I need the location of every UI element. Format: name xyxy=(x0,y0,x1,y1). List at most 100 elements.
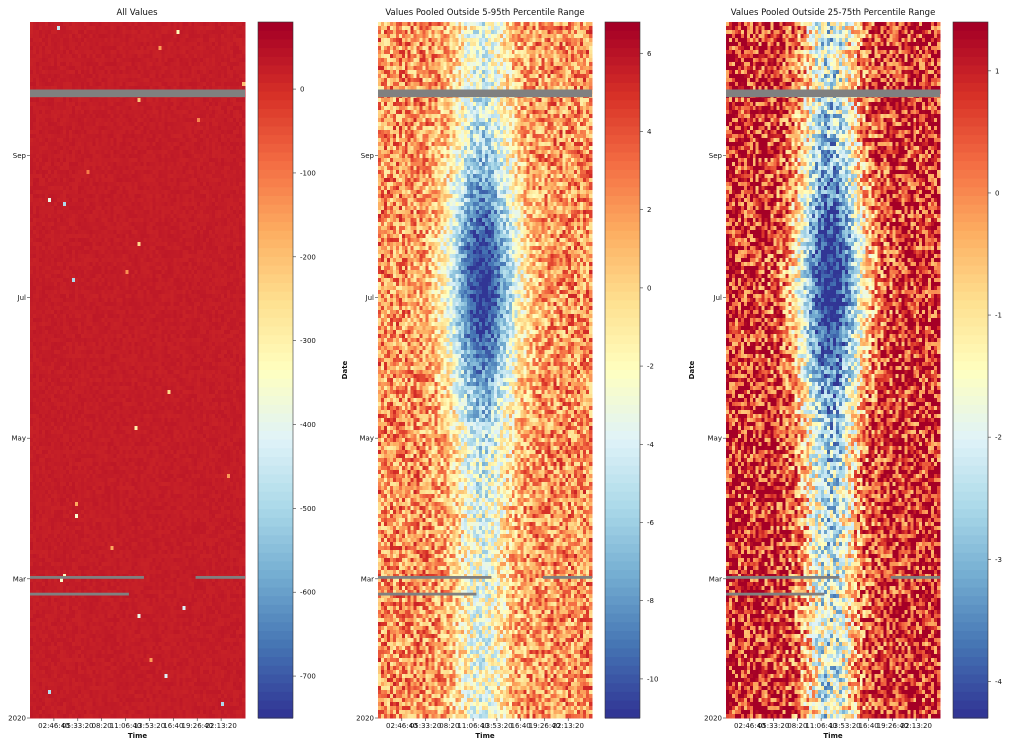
heatmap-cell xyxy=(98,66,103,71)
heatmap-cell xyxy=(62,266,67,271)
heatmap-cell xyxy=(140,106,144,111)
heatmap-cell xyxy=(56,138,61,143)
heatmap-cell xyxy=(224,202,228,207)
heatmap-cell xyxy=(116,178,120,183)
heatmap-cell xyxy=(179,170,183,175)
heatmap-cell xyxy=(176,214,180,219)
heatmap-cell xyxy=(83,230,88,235)
heatmap-cell xyxy=(161,46,165,51)
heatmap-cell xyxy=(152,98,156,103)
heatmap-cell xyxy=(218,134,222,139)
heatmap-cell xyxy=(191,34,195,39)
heatmap-cell xyxy=(89,198,94,203)
heatmap-cell xyxy=(77,246,82,251)
heatmap-cell xyxy=(173,194,177,199)
heatmap-cell xyxy=(230,42,234,47)
heatmap-cell xyxy=(56,226,61,231)
heatmap-cell xyxy=(131,290,135,295)
heatmap-cell xyxy=(110,182,114,187)
heatmap-cell xyxy=(110,202,114,207)
heatmap-cell xyxy=(224,110,228,115)
heatmap-cell xyxy=(113,226,117,231)
heatmap-cell xyxy=(74,150,79,155)
heatmap-cell xyxy=(224,274,228,279)
heatmap-cell xyxy=(212,282,216,287)
heatmap-cell xyxy=(44,62,49,67)
heatmap-cell xyxy=(185,118,189,123)
heatmap-cell xyxy=(62,222,67,227)
heatmap-cell xyxy=(137,254,141,259)
heatmap-cell xyxy=(41,106,46,111)
heatmap-cell xyxy=(161,22,165,27)
heatmap-cell xyxy=(158,214,162,219)
heatmap-cell xyxy=(200,222,204,227)
heatmap-cell xyxy=(227,218,231,223)
heatmap-cell xyxy=(206,46,210,51)
heatmap-cell xyxy=(113,194,117,199)
heatmap-cell xyxy=(239,214,243,219)
heatmap-cell xyxy=(83,22,88,27)
heatmap-cell xyxy=(83,142,88,147)
heatmap-cell xyxy=(152,170,156,175)
heatmap-cell xyxy=(95,282,100,287)
heatmap-cell xyxy=(113,238,117,243)
heatmap-cell xyxy=(179,22,183,27)
heatmap-cell xyxy=(200,194,204,199)
heatmap-cell xyxy=(194,246,198,251)
heatmap-cell xyxy=(161,186,165,191)
heatmap-cell xyxy=(44,190,49,195)
heatmap-cell xyxy=(164,102,168,107)
heatmap-cell xyxy=(194,158,198,163)
heatmap-cell xyxy=(30,170,34,175)
heatmap-cell xyxy=(71,242,76,247)
heatmap-cell xyxy=(176,166,180,171)
heatmap-cell xyxy=(143,26,147,31)
heatmap-cell xyxy=(53,294,58,299)
heatmap-cell xyxy=(239,262,243,267)
heatmap-cell xyxy=(224,190,228,195)
heatmap-cell xyxy=(38,162,43,167)
heatmap-cell xyxy=(137,258,141,263)
heatmap-cell xyxy=(56,82,61,87)
heatmap-cell xyxy=(104,170,108,175)
heatmap-cell xyxy=(86,282,91,287)
heatmap-cell xyxy=(30,54,34,59)
heatmap-cell xyxy=(110,38,114,43)
heatmap-cell xyxy=(227,58,231,63)
heatmap-cell xyxy=(158,198,162,203)
heatmap-cell xyxy=(152,26,156,31)
heatmap-cell xyxy=(233,130,237,135)
heatmap-cell xyxy=(32,102,37,107)
heatmap-cell xyxy=(113,286,117,291)
heatmap-cell xyxy=(41,22,46,27)
heatmap-cell xyxy=(38,102,43,107)
heatmap-cell xyxy=(218,202,222,207)
heatmap-cell xyxy=(152,78,156,83)
heatmap-cell xyxy=(47,102,52,107)
heatmap-cell xyxy=(164,282,168,287)
heatmap-cell xyxy=(92,34,97,39)
heatmap-cell xyxy=(104,54,108,59)
heatmap-cell xyxy=(188,66,192,71)
heatmap-cell xyxy=(200,294,204,299)
heatmap-cell xyxy=(77,214,82,219)
heatmap-cell xyxy=(32,50,37,55)
heatmap-cell xyxy=(44,286,49,291)
heatmap-cell xyxy=(101,38,106,43)
heatmap-cell xyxy=(233,162,237,167)
heatmap-cell xyxy=(227,74,231,79)
heatmap-cell xyxy=(77,278,82,283)
heatmap-cell xyxy=(38,242,43,247)
heatmap-cell xyxy=(239,110,243,115)
heatmap-cell xyxy=(179,190,183,195)
heatmap-cell xyxy=(191,86,195,91)
heatmap-cell xyxy=(149,262,153,267)
heatmap-cell xyxy=(110,178,114,183)
heatmap-cell xyxy=(107,234,111,239)
heatmap-cell xyxy=(101,114,106,119)
heatmap-cell xyxy=(50,158,55,163)
heatmap-cell xyxy=(161,98,165,103)
heatmap-cell xyxy=(71,174,76,179)
heatmap-cell xyxy=(200,138,204,143)
heatmap-cell xyxy=(206,262,210,267)
